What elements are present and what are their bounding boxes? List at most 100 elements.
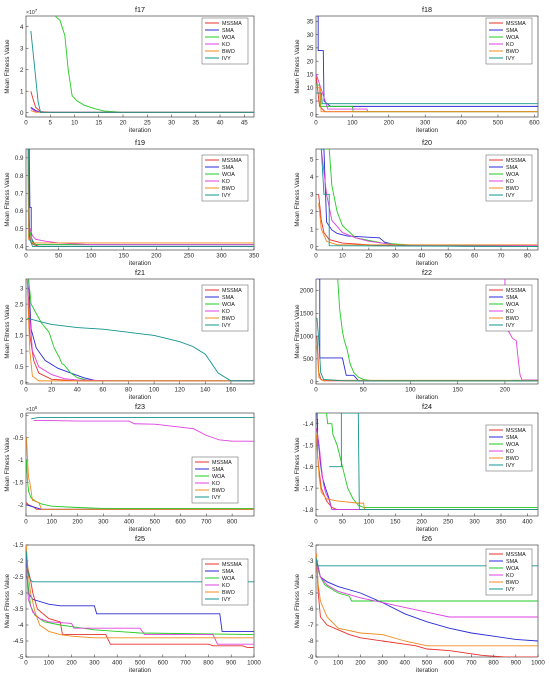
series-line-sma xyxy=(26,564,254,632)
series-line-bwo xyxy=(26,149,254,244)
y-tick-label: -2 xyxy=(18,502,24,509)
legend-label: MSSMA xyxy=(212,460,232,466)
x-tick-label: 400 xyxy=(112,660,123,667)
x-tick-label: 350 xyxy=(496,519,507,526)
y-tick-label: 3 xyxy=(20,45,24,52)
x-axis-label: iteration xyxy=(416,260,439,267)
y-tick-label: 15 xyxy=(307,72,314,79)
legend-label: KO xyxy=(222,179,230,185)
legend-label: KO xyxy=(506,449,514,455)
legend-label: IVY xyxy=(212,495,221,501)
y-tick-label: -4.5 xyxy=(13,638,24,645)
x-tick-label: 500 xyxy=(135,660,146,667)
x-tick-label: 200 xyxy=(500,387,511,394)
y-axis-label: Mean Fitness Value xyxy=(4,304,11,359)
series-line-ko xyxy=(316,427,538,511)
x-tick-label: 40 xyxy=(418,253,425,260)
legend-label: BWO xyxy=(222,49,235,55)
x-tick-label: 300 xyxy=(89,660,100,667)
x-tick-label: 40 xyxy=(217,120,224,127)
legend-label: KO xyxy=(222,583,230,589)
legend-label: MSSMA xyxy=(222,288,242,294)
x-tick-label: 400 xyxy=(522,519,533,526)
x-tick-label: 1000 xyxy=(247,660,261,667)
legend-label: SMA xyxy=(506,435,518,441)
x-tick-label: 100 xyxy=(44,660,55,667)
x-tick-label: 100 xyxy=(347,120,358,127)
series-line-ko xyxy=(316,560,538,618)
x-tick-label: 250 xyxy=(443,519,454,526)
x-tick-label: 0 xyxy=(24,120,28,127)
x-tick-label: 600 xyxy=(158,660,169,667)
x-axis-label: iteration xyxy=(129,260,152,267)
x-tick-label: 5 xyxy=(49,120,53,127)
legend-label: SMA xyxy=(506,295,518,301)
y-tick-label: -1.7 xyxy=(303,485,314,492)
y-tick-label: 0 xyxy=(20,380,24,387)
y-tick-label: 0.5 xyxy=(15,226,24,233)
legend-label: IVY xyxy=(222,597,231,603)
x-tick-label: 0 xyxy=(24,519,28,526)
x-tick-label: 100 xyxy=(47,519,58,526)
legend-label: MSSMA xyxy=(222,21,242,27)
x-tick-label: 300 xyxy=(420,120,431,127)
x-tick-label: 500 xyxy=(150,519,161,526)
legend-label: WOA xyxy=(222,172,235,178)
chart-title: f20 xyxy=(422,138,432,147)
y-tick-label: 4 xyxy=(310,174,314,181)
x-tick-label: 200 xyxy=(384,120,395,127)
y-tick-label: 0.8 xyxy=(15,173,24,180)
x-tick-label: 500 xyxy=(422,660,433,667)
x-tick-label: 900 xyxy=(226,660,237,667)
x-tick-label: 100 xyxy=(86,253,97,260)
x-tick-label: 40 xyxy=(74,387,81,394)
x-tick-label: 35 xyxy=(192,120,199,127)
chart-panel-f20: 0 10 20 30 40 50 60 70 80 0 1 2 3 4 5 f20 iteration Mean … xyxy=(294,138,539,267)
x-tick-label: 60 xyxy=(99,387,106,394)
x-tick-label: 0 xyxy=(314,253,318,260)
legend-label: SMA xyxy=(506,165,518,171)
x-tick-label: 20 xyxy=(365,253,372,260)
legend-label: WOA xyxy=(506,172,519,178)
series-line-ivy xyxy=(316,92,538,105)
y-tick-label: -1.5 xyxy=(13,542,24,549)
chart-panel-f24: 0 50 100 150 200 250 300 350 400 -1.4 -1.5 -1.6 -1.7… xyxy=(294,402,539,533)
series-line-ivy xyxy=(30,30,254,113)
x-axis-label: iteration xyxy=(129,127,152,134)
series-line-sma xyxy=(28,279,254,382)
chart-title: f19 xyxy=(135,138,145,147)
chart-panel-f17: 0 5 10 15 20 25 30 35 40 45 0 1 2 3 4 f17 iteration Mean … xyxy=(4,5,255,134)
x-tick-label: 400 xyxy=(456,120,467,127)
x-tick-label: 300 xyxy=(469,519,480,526)
legend-label: WOA xyxy=(222,302,235,308)
y-tick-label: 2000 xyxy=(300,288,314,295)
y-axis-label: Mean Fitness Value xyxy=(294,39,301,94)
x-tick-label: 200 xyxy=(355,660,366,667)
chart-title: f24 xyxy=(422,402,432,411)
x-tick-label: 100 xyxy=(333,660,344,667)
y-tick-label: -3.5 xyxy=(13,606,24,613)
legend-label: WOA xyxy=(222,576,235,582)
x-tick-label: 80 xyxy=(524,253,531,260)
legend-label: MSSMA xyxy=(222,158,242,164)
x-tick-label: 400 xyxy=(124,519,135,526)
chart-title: f25 xyxy=(135,534,145,543)
chart-panel-f26: 0 100 200 300 400 500 600 700 800 900 1000 -2 -3 -4 -5… xyxy=(294,534,545,674)
x-tick-label: 15 xyxy=(95,120,102,127)
y-tick-label: 2 xyxy=(20,317,24,324)
x-tick-label: 50 xyxy=(55,253,62,260)
legend-label: SMA xyxy=(222,569,234,575)
y-axis-label: Mean Fitness Value xyxy=(4,437,11,492)
series-line-sma xyxy=(317,279,538,382)
chart-title: f22 xyxy=(422,268,432,277)
y-tick-label: 2 xyxy=(310,209,314,216)
x-tick-label: 700 xyxy=(466,660,477,667)
x-tick-label: 600 xyxy=(175,519,186,526)
y-axis-label: Mean Fitness Value xyxy=(4,573,11,628)
y-tick-label: -1.6 xyxy=(303,464,314,471)
legend-label: IVY xyxy=(506,56,515,62)
series-line-ko xyxy=(33,420,254,442)
y-tick-label: 0.7 xyxy=(15,190,24,197)
